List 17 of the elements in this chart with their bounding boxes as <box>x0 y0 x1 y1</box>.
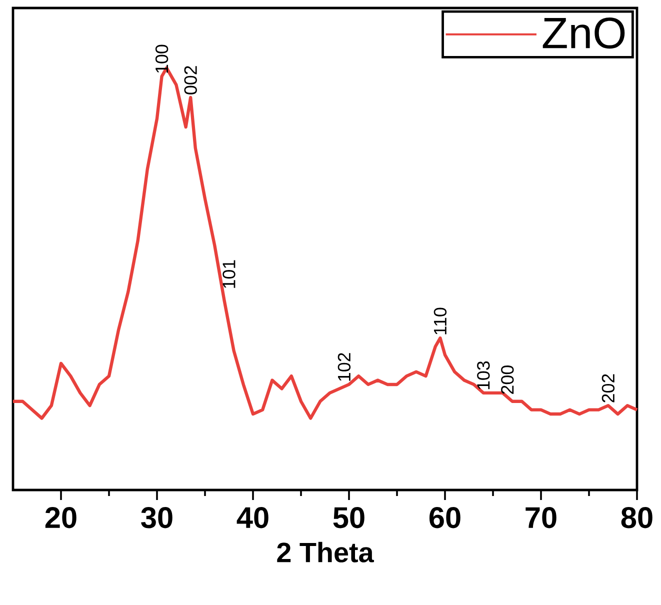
x-tick-label: 70 <box>526 507 556 528</box>
annotation: 202 <box>602 374 615 402</box>
annotation: 110 <box>434 308 447 334</box>
x-tick-label: 60 <box>429 507 460 528</box>
x-axis-title: 2 Theta <box>277 542 374 562</box>
annotation: 101 <box>222 260 236 288</box>
x-tick-label: 20 <box>45 507 76 528</box>
legend-label: ZnO <box>542 18 625 49</box>
annotation: 103 <box>477 361 490 390</box>
x-tick-label: 50 <box>333 507 364 528</box>
x-tick-label: 80 <box>621 507 652 528</box>
annotation: 200 <box>501 366 514 394</box>
annotation: 100 <box>155 44 168 73</box>
x-tick-label: 40 <box>236 507 268 528</box>
x-tick-label: 30 <box>141 507 172 528</box>
annotation: 102 <box>338 353 351 381</box>
annotation: 002 <box>184 66 197 94</box>
